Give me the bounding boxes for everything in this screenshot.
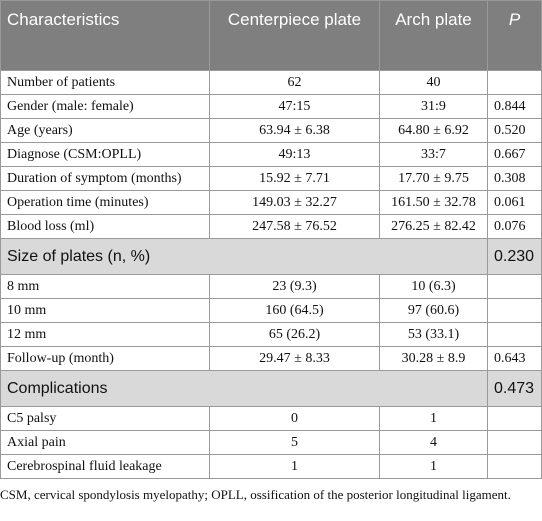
- cell: 1: [209, 454, 380, 479]
- data-row: Operation time (minutes) 149.03 ± 32.27 16…: [0, 190, 542, 215]
- cell: 0.643: [487, 346, 542, 371]
- cell: 1: [379, 406, 488, 431]
- data-row: C5 palsy 0 1: [0, 406, 542, 431]
- p-value: 0.230: [487, 238, 542, 275]
- cell: 64.80 ± 6.92: [379, 118, 488, 143]
- section-row: Complications 0.473: [0, 370, 542, 407]
- header-cell: Centerpiece plate: [209, 0, 380, 71]
- row-label: C5 palsy: [0, 406, 210, 431]
- header-cell: Characteristics: [0, 0, 210, 71]
- cell: [487, 70, 542, 95]
- cell: [487, 322, 542, 347]
- header-cell: Arch plate: [379, 0, 488, 71]
- data-row: Diagnose (CSM:OPLL) 49:13 33:7 0.667: [0, 142, 542, 167]
- cell: 1: [379, 454, 488, 479]
- row-label: Operation time (minutes): [0, 190, 210, 215]
- cell: [487, 274, 542, 299]
- cell: 4: [379, 430, 488, 455]
- cell: 0.520: [487, 118, 542, 143]
- cell: 49:13: [209, 142, 380, 167]
- cell: 276.25 ± 82.42: [379, 214, 488, 239]
- cell: 15.92 ± 7.71: [209, 166, 380, 191]
- data-row: Duration of symptom (months) 15.92 ± 7.71…: [0, 166, 542, 191]
- cell: 0.076: [487, 214, 542, 239]
- row-label: Age (years): [0, 118, 210, 143]
- row-label: 10 mm: [0, 298, 210, 323]
- row-label: Gender (male: female): [0, 94, 210, 119]
- cell: 10 (6.3): [379, 274, 488, 299]
- cell: 65 (26.2): [209, 322, 380, 347]
- data-row: 10 mm 160 (64.5) 97 (60.6): [0, 298, 542, 323]
- data-row: Age (years) 63.94 ± 6.38 64.80 ± 6.92 0.520: [0, 118, 542, 143]
- data-table: Characteristics Centerpiece plate Arch pla…: [0, 0, 542, 479]
- cell: 0.667: [487, 142, 542, 167]
- row-label: Follow-up (month): [0, 346, 210, 371]
- cell: 0.061: [487, 190, 542, 215]
- cell: 0: [209, 406, 380, 431]
- section-label: Size of plates (n, %): [0, 238, 488, 275]
- cell: 5: [209, 430, 380, 455]
- header-cell: P: [487, 0, 542, 71]
- data-row: Cerebrospinal fluid leakage 1 1: [0, 454, 542, 479]
- p-value: 0.473: [487, 370, 542, 407]
- cell: 47:15: [209, 94, 380, 119]
- cell: 247.58 ± 76.52: [209, 214, 380, 239]
- cell: 23 (9.3): [209, 274, 380, 299]
- cell: [487, 430, 542, 455]
- cell: 160 (64.5): [209, 298, 380, 323]
- row-label: Duration of symptom (months): [0, 166, 210, 191]
- row-label: 12 mm: [0, 322, 210, 347]
- cell: 30.28 ± 8.9: [379, 346, 488, 371]
- cell: 17.70 ± 9.75: [379, 166, 488, 191]
- data-row: Follow-up (month) 29.47 ± 8.33 30.28 ± 8.9…: [0, 346, 542, 371]
- row-label: Diagnose (CSM:OPLL): [0, 142, 210, 167]
- row-label: Number of patients: [0, 70, 210, 95]
- cell: 63.94 ± 6.38: [209, 118, 380, 143]
- cell: [487, 406, 542, 431]
- header-row: Characteristics Centerpiece plate Arch pla…: [0, 0, 542, 71]
- cell: 33:7: [379, 142, 488, 167]
- data-row: Number of patients 62 40: [0, 70, 542, 95]
- cell: 0.844: [487, 94, 542, 119]
- cell: [487, 454, 542, 479]
- cell: 62: [209, 70, 380, 95]
- data-row: Axial pain 5 4: [0, 430, 542, 455]
- cell: [487, 298, 542, 323]
- row-label: Axial pain: [0, 430, 210, 455]
- cell: 29.47 ± 8.33: [209, 346, 380, 371]
- data-row: Gender (male: female) 47:15 31:9 0.844: [0, 94, 542, 119]
- section-row: Size of plates (n, %) 0.230: [0, 238, 542, 275]
- cell: 161.50 ± 32.78: [379, 190, 488, 215]
- cell: 31:9: [379, 94, 488, 119]
- footnote: CSM, cervical spondylosis myelopathy; OP…: [0, 487, 511, 502]
- cell: 149.03 ± 32.27: [209, 190, 380, 215]
- section-label: Complications: [0, 370, 488, 407]
- data-row: 12 mm 65 (26.2) 53 (33.1): [0, 322, 542, 347]
- data-row: Blood loss (ml) 247.58 ± 76.52 276.25 ± 82…: [0, 214, 542, 239]
- row-label: 8 mm: [0, 274, 210, 299]
- cell: 40: [379, 70, 488, 95]
- cell: 53 (33.1): [379, 322, 488, 347]
- row-label: Blood loss (ml): [0, 214, 210, 239]
- row-label: Cerebrospinal fluid leakage: [0, 454, 210, 479]
- cell: 97 (60.6): [379, 298, 488, 323]
- data-row: 8 mm 23 (9.3) 10 (6.3): [0, 274, 542, 299]
- cell: 0.308: [487, 166, 542, 191]
